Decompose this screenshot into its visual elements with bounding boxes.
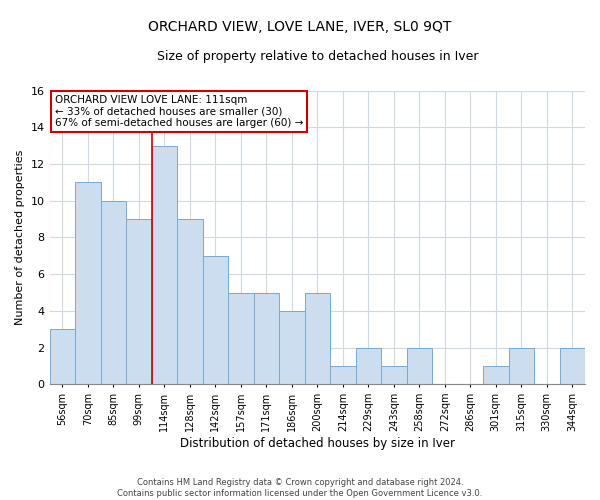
- Text: Contains HM Land Registry data © Crown copyright and database right 2024.
Contai: Contains HM Land Registry data © Crown c…: [118, 478, 482, 498]
- Bar: [254, 292, 279, 384]
- Bar: [330, 366, 356, 384]
- Bar: [356, 348, 381, 385]
- Bar: [279, 311, 305, 384]
- Bar: [381, 366, 407, 384]
- Bar: [560, 348, 585, 385]
- Bar: [126, 219, 152, 384]
- Bar: [483, 366, 509, 384]
- Y-axis label: Number of detached properties: Number of detached properties: [15, 150, 25, 325]
- Bar: [509, 348, 534, 385]
- Bar: [50, 329, 75, 384]
- Text: ORCHARD VIEW, LOVE LANE, IVER, SL0 9QT: ORCHARD VIEW, LOVE LANE, IVER, SL0 9QT: [148, 20, 452, 34]
- Bar: [228, 292, 254, 384]
- Bar: [203, 256, 228, 384]
- Bar: [152, 146, 177, 384]
- Bar: [407, 348, 432, 385]
- Text: ORCHARD VIEW LOVE LANE: 111sqm
← 33% of detached houses are smaller (30)
67% of : ORCHARD VIEW LOVE LANE: 111sqm ← 33% of …: [55, 95, 303, 128]
- Bar: [177, 219, 203, 384]
- X-axis label: Distribution of detached houses by size in Iver: Distribution of detached houses by size …: [180, 437, 455, 450]
- Bar: [75, 182, 101, 384]
- Title: Size of property relative to detached houses in Iver: Size of property relative to detached ho…: [157, 50, 478, 63]
- Bar: [101, 200, 126, 384]
- Bar: [305, 292, 330, 384]
